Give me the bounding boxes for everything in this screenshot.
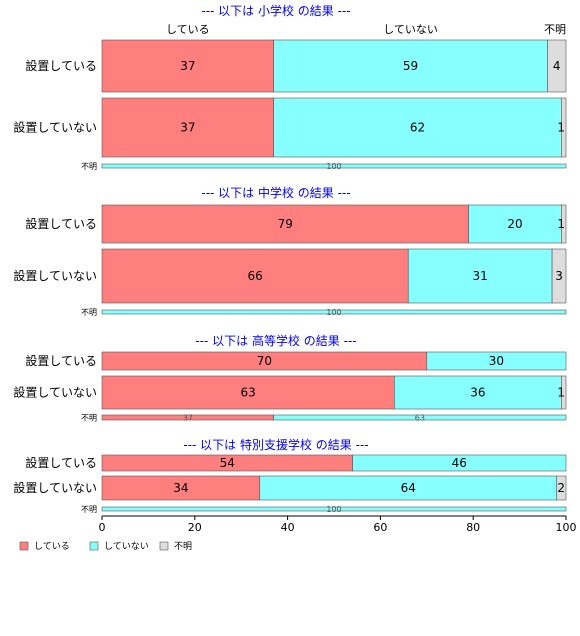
bar-segment (394, 375, 562, 410)
bar-segment (101, 39, 274, 93)
x-tick-label: 80 (466, 521, 480, 534)
bar-segment (273, 97, 562, 158)
category-label: 設置している (25, 455, 97, 470)
data-label: 20 (507, 217, 522, 231)
category-label: 設置していない (13, 480, 97, 495)
series-header-label: 不明 (544, 23, 566, 36)
bar-segment (407, 248, 553, 304)
bar-segment (101, 248, 409, 304)
bar-segment (426, 351, 567, 371)
data-label: 30 (489, 354, 504, 368)
legend-swatch (19, 541, 29, 551)
category-label: 設置していない (13, 268, 97, 283)
data-label: 1 (557, 386, 565, 400)
data-label: 63 (241, 386, 256, 400)
data-label: 100 (326, 505, 341, 514)
legend-label: している (34, 541, 70, 552)
category-label: 不明 (81, 414, 97, 423)
data-label: 63 (415, 414, 425, 423)
category-label: 設置していない (13, 120, 97, 135)
category-label: 設置している (25, 216, 97, 231)
data-label: 59 (403, 59, 418, 73)
category-label: 不明 (81, 505, 97, 514)
bar-segment (101, 97, 274, 158)
data-label: 36 (470, 386, 485, 400)
panel-title: --- 以下は 特別支援学校 の結果 --- (183, 437, 368, 452)
data-label: 100 (326, 308, 341, 317)
category-label: 設置している (25, 58, 97, 73)
data-label: 62 (410, 121, 425, 135)
x-tick-label: 40 (281, 521, 295, 534)
bar-segment (101, 204, 469, 244)
data-label: 34 (173, 481, 188, 495)
bar-segment (352, 454, 567, 472)
x-tick-label: 0 (99, 521, 106, 534)
category-label: 不明 (81, 308, 97, 317)
data-label: 3 (555, 269, 563, 283)
bar-segment (101, 506, 567, 512)
bar-segment (273, 414, 567, 421)
legend-swatch (89, 541, 99, 551)
bar-segment (273, 39, 548, 93)
data-label: 31 (473, 269, 488, 283)
data-label: 64 (401, 481, 416, 495)
bar-segment (551, 248, 567, 304)
legend-label: 不明 (174, 541, 192, 552)
bar-segment (101, 375, 395, 410)
data-label: 1 (557, 217, 565, 231)
bar-segment (101, 475, 261, 501)
legend-swatch (159, 541, 169, 551)
data-label: 66 (247, 269, 262, 283)
x-tick-label: 60 (373, 521, 387, 534)
data-label: 46 (452, 456, 467, 470)
data-label: 2 (557, 481, 565, 495)
x-tick-label: 20 (188, 521, 202, 534)
data-label: 70 (257, 354, 272, 368)
bar-segment (561, 97, 567, 158)
bar-segment (259, 475, 558, 501)
bar-segment (468, 204, 562, 244)
bar-segment (101, 309, 567, 315)
data-label: 37 (180, 121, 195, 135)
bar-segment (561, 204, 567, 244)
data-label: 4 (553, 59, 561, 73)
data-label: 37 (183, 414, 193, 423)
panel-title: --- 以下は 高等学校 の結果 --- (195, 333, 356, 348)
data-label: 37 (180, 59, 195, 73)
bar-segment (547, 39, 567, 93)
panel-title: --- 以下は 小学校 の結果 --- (201, 3, 350, 18)
data-label: 54 (220, 456, 235, 470)
category-label: 不明 (81, 162, 97, 171)
series-header-label: していない (383, 23, 438, 36)
data-label: 79 (278, 217, 293, 231)
data-label: 100 (326, 162, 341, 171)
legend-label: していない (104, 541, 149, 552)
bar-segment (101, 163, 567, 169)
x-tick-label: 100 (556, 521, 577, 534)
bar-segment (561, 375, 567, 410)
category-label: 設置している (25, 353, 97, 368)
panel-title: --- 以下は 中学校 の結果 --- (201, 185, 350, 200)
data-label: 1 (557, 121, 565, 135)
series-header-label: している (166, 23, 210, 36)
category-label: 設置していない (13, 385, 97, 400)
bar-segment (556, 475, 567, 501)
